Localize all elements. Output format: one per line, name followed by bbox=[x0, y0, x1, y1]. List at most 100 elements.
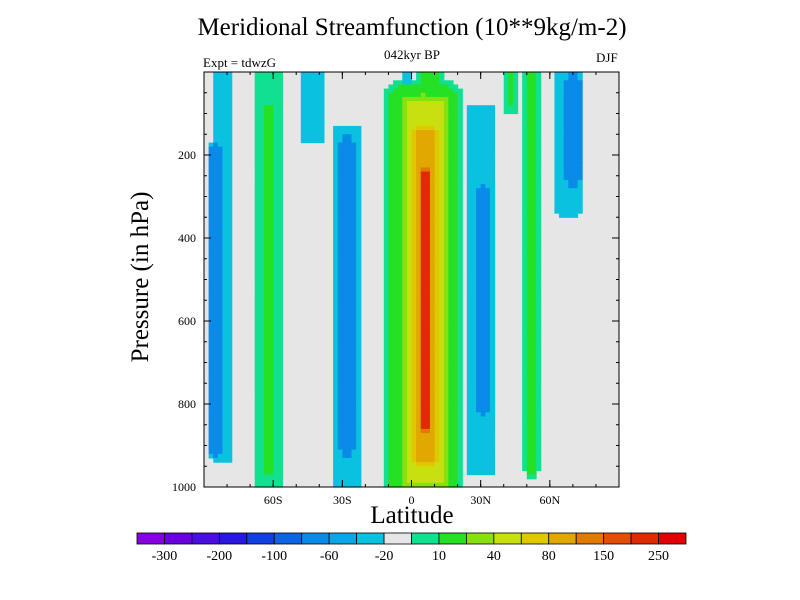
contour-cell bbox=[522, 142, 528, 148]
contour-cell bbox=[480, 188, 486, 193]
contour-cell bbox=[277, 383, 283, 388]
contour-cell bbox=[268, 474, 274, 480]
contour-cell bbox=[402, 325, 408, 330]
contour-cell bbox=[480, 142, 486, 148]
contour-cell bbox=[254, 424, 260, 430]
contour-cell bbox=[351, 242, 357, 247]
contour-cell bbox=[522, 188, 528, 193]
contour-cell bbox=[333, 453, 339, 459]
contour-cell bbox=[356, 254, 362, 260]
contour-cell bbox=[273, 470, 279, 476]
contour-cell bbox=[208, 200, 214, 206]
contour-cell bbox=[480, 325, 486, 330]
contour-cell bbox=[429, 242, 436, 247]
contour-cell bbox=[337, 383, 343, 388]
contour-cell bbox=[434, 184, 440, 189]
contour-cell bbox=[397, 453, 403, 459]
contour-cell bbox=[402, 420, 408, 426]
contour-cell bbox=[254, 246, 260, 252]
contour-cell bbox=[213, 130, 219, 135]
contour-cell bbox=[559, 125, 565, 131]
contour-cell bbox=[319, 105, 325, 110]
contour-cell bbox=[337, 370, 343, 376]
contour-cell bbox=[333, 138, 339, 144]
contour-cell bbox=[554, 138, 560, 144]
contour-cell bbox=[448, 275, 454, 281]
contour-cell bbox=[420, 138, 426, 144]
contour-cell bbox=[439, 337, 445, 343]
contour-cell bbox=[356, 337, 362, 343]
contour-cell bbox=[217, 296, 224, 301]
contour-cell bbox=[443, 387, 449, 393]
contour-cell bbox=[268, 287, 274, 293]
contour-cell bbox=[217, 192, 224, 198]
contour-cell bbox=[536, 130, 542, 135]
contour-cell bbox=[453, 155, 459, 160]
contour-cell bbox=[476, 200, 482, 206]
contour-cell bbox=[416, 92, 422, 98]
contour-cell bbox=[563, 159, 569, 164]
contour-cell bbox=[217, 121, 224, 127]
contour-cell bbox=[402, 217, 408, 222]
contour-cell bbox=[411, 84, 417, 90]
contour-cell bbox=[351, 325, 357, 330]
contour-cell bbox=[425, 316, 431, 322]
contour-cell bbox=[485, 130, 491, 135]
contour-cell bbox=[273, 296, 279, 301]
contour-cell bbox=[277, 138, 283, 144]
contour-cell bbox=[485, 200, 491, 206]
contour-cell bbox=[559, 72, 565, 77]
contour-cell bbox=[434, 192, 440, 198]
contour-cell bbox=[388, 312, 394, 318]
contour-cell bbox=[439, 449, 445, 455]
contour-cell bbox=[476, 333, 482, 339]
contour-cell bbox=[476, 175, 482, 181]
contour-cell bbox=[476, 242, 482, 247]
contour-cell bbox=[342, 333, 348, 339]
contour-cell bbox=[273, 354, 279, 359]
contour-cell bbox=[402, 416, 408, 422]
contour-cell bbox=[305, 130, 311, 135]
contour-cell bbox=[208, 433, 214, 438]
contour-cell bbox=[522, 333, 528, 339]
contour-cell bbox=[277, 72, 283, 77]
contour-cell bbox=[416, 416, 422, 422]
contour-cell bbox=[254, 412, 260, 418]
contour-cell bbox=[268, 88, 274, 94]
contour-cell bbox=[416, 192, 422, 198]
contour-cell bbox=[337, 242, 343, 247]
contour-cell bbox=[259, 238, 265, 243]
contour-cell bbox=[420, 478, 426, 484]
contour-cell bbox=[406, 358, 413, 364]
contour-cell bbox=[425, 246, 431, 252]
contour-cell bbox=[439, 275, 445, 281]
contour-cell bbox=[268, 362, 274, 368]
contour-cell bbox=[416, 196, 422, 202]
contour-cell bbox=[406, 308, 413, 314]
contour-cell bbox=[351, 229, 357, 235]
contour-cell bbox=[563, 163, 569, 169]
contour-cell bbox=[416, 362, 422, 368]
contour-cell bbox=[273, 254, 279, 260]
contour-cell bbox=[333, 204, 339, 210]
contour-cell bbox=[213, 246, 219, 252]
contour-cell bbox=[208, 275, 214, 281]
contour-cell bbox=[457, 341, 463, 347]
contour-cell bbox=[254, 130, 260, 135]
contour-cell bbox=[263, 105, 270, 110]
contour-cell bbox=[406, 291, 413, 297]
contour-cell bbox=[471, 404, 477, 409]
contour-cell bbox=[333, 437, 339, 442]
contour-cell bbox=[448, 383, 454, 388]
contour-cell bbox=[402, 163, 408, 169]
contour-cell bbox=[448, 482, 454, 488]
contour-cell bbox=[489, 408, 496, 413]
contour-cell bbox=[305, 72, 311, 77]
contour-cell bbox=[448, 391, 454, 397]
contour-cell bbox=[356, 428, 362, 434]
contour-cell bbox=[213, 254, 219, 260]
contour-cell bbox=[471, 204, 477, 210]
contour-cell bbox=[536, 416, 542, 422]
contour-cell bbox=[397, 179, 403, 185]
contour-cell bbox=[268, 412, 274, 418]
